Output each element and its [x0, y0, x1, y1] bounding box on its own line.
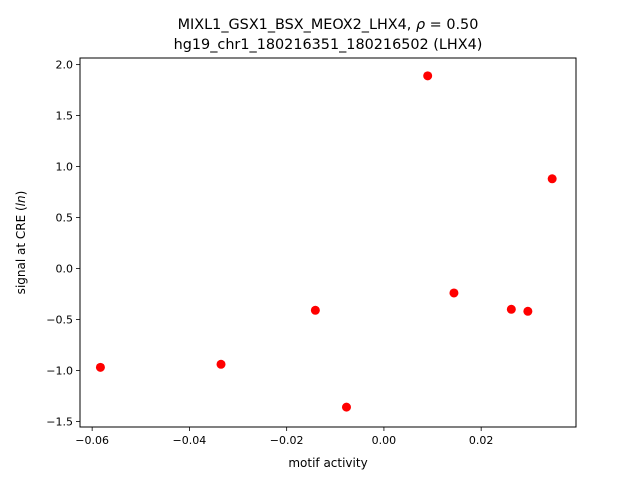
scatter-point [341, 402, 351, 412]
chart-title-prefix: MIXL1_GSX1_BSX_MEOX2_LHX4, [178, 17, 416, 33]
y-axis-label: signal at CRE (ln) [14, 191, 28, 295]
chart-title-line2: hg19_chr1_180216351_180216502 (LHX4) [174, 37, 483, 53]
y-tick-label: 1.5 [56, 110, 74, 123]
x-tick-label: 0.00 [372, 434, 397, 447]
y-tick-label: 0.5 [56, 212, 74, 225]
y-tick-label: 2.0 [56, 59, 74, 72]
y-tick-label: −1.5 [46, 415, 73, 428]
x-tick-label: 0.02 [469, 434, 494, 447]
scatter-point [423, 71, 433, 81]
chart-title-rho-value: = 0.50 [425, 17, 478, 33]
x-tick-label: −0.04 [173, 434, 207, 447]
x-tick-label: −0.02 [270, 434, 304, 447]
scatter-point [95, 362, 105, 372]
y-axis-ticks: −1.5 −1.0 −0.5 0.0 0.5 1.0 1.5 2.0 [46, 59, 80, 428]
x-axis-label: motif activity [288, 456, 367, 470]
x-axis-ticks: −0.06 −0.04 −0.02 0.00 0.02 [75, 427, 493, 447]
y-axis-label-prefix: signal at CRE ( [14, 206, 28, 294]
scatter-point [506, 304, 516, 314]
scatter-point [216, 359, 226, 369]
y-tick-label: −1.0 [46, 364, 73, 377]
chart-title-rho-symbol: ρ [416, 17, 425, 33]
scatter-point [547, 174, 557, 184]
y-tick-label: 0.0 [56, 262, 74, 275]
y-axis-label-italic: ln [14, 195, 28, 206]
scatter-point [523, 306, 533, 316]
y-tick-label: −0.5 [46, 313, 73, 326]
plot-area-frame [79, 57, 577, 428]
scatter-point [449, 288, 459, 298]
chart-title-line1: MIXL1_GSX1_BSX_MEOX2_LHX4, ρ = 0.50 [178, 17, 479, 33]
x-tick-label: −0.06 [75, 434, 109, 447]
scatter-point [310, 305, 320, 315]
y-axis-label-suffix: ) [14, 191, 28, 196]
plot-marks [95, 71, 557, 412]
y-tick-label: 1.0 [56, 161, 74, 174]
